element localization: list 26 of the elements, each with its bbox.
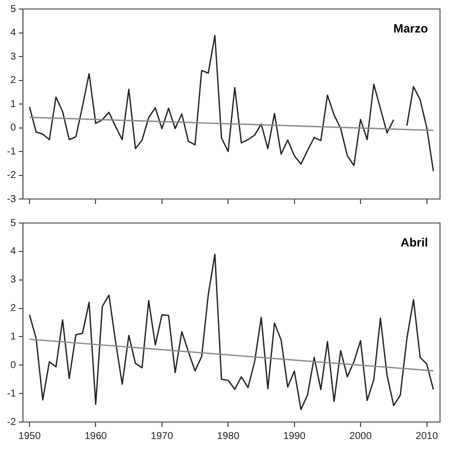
y-tick-label: 3	[10, 274, 16, 286]
x-tick-label: 1960	[84, 430, 108, 442]
text: Marzo	[393, 21, 428, 36]
y-tick-label: 2	[10, 75, 16, 86]
y-tick-label: 1	[10, 331, 16, 342]
y-tick-label: 1	[10, 98, 16, 110]
x-tick-label: 1980	[217, 430, 240, 442]
x-tick-label: 1990	[283, 430, 306, 442]
y-tick-label: 5	[10, 4, 16, 15]
y-tick-label: 4	[10, 246, 16, 258]
x-tick-label: 1950	[18, 430, 42, 442]
x-tick-label: 1970	[150, 430, 174, 442]
x-tick-label: 2000	[349, 430, 372, 442]
y-tick-label: 3	[10, 51, 16, 62]
y-tick-label: 0	[10, 360, 16, 371]
y-tick-label: -2	[6, 416, 16, 428]
text: Abril	[400, 235, 428, 250]
y-tick-label: 4	[10, 28, 16, 38]
y-tick-label: 2	[10, 303, 16, 314]
y-tick-label: 0	[10, 122, 16, 134]
y-tick-label: -1	[6, 388, 16, 400]
y-tick-label: -1	[6, 146, 16, 158]
y-tick-label: -2	[6, 170, 16, 181]
y-tick-label: 5	[10, 218, 16, 229]
x-tick-label: 2010	[416, 430, 438, 442]
y-tick-label: -3	[6, 194, 16, 205]
